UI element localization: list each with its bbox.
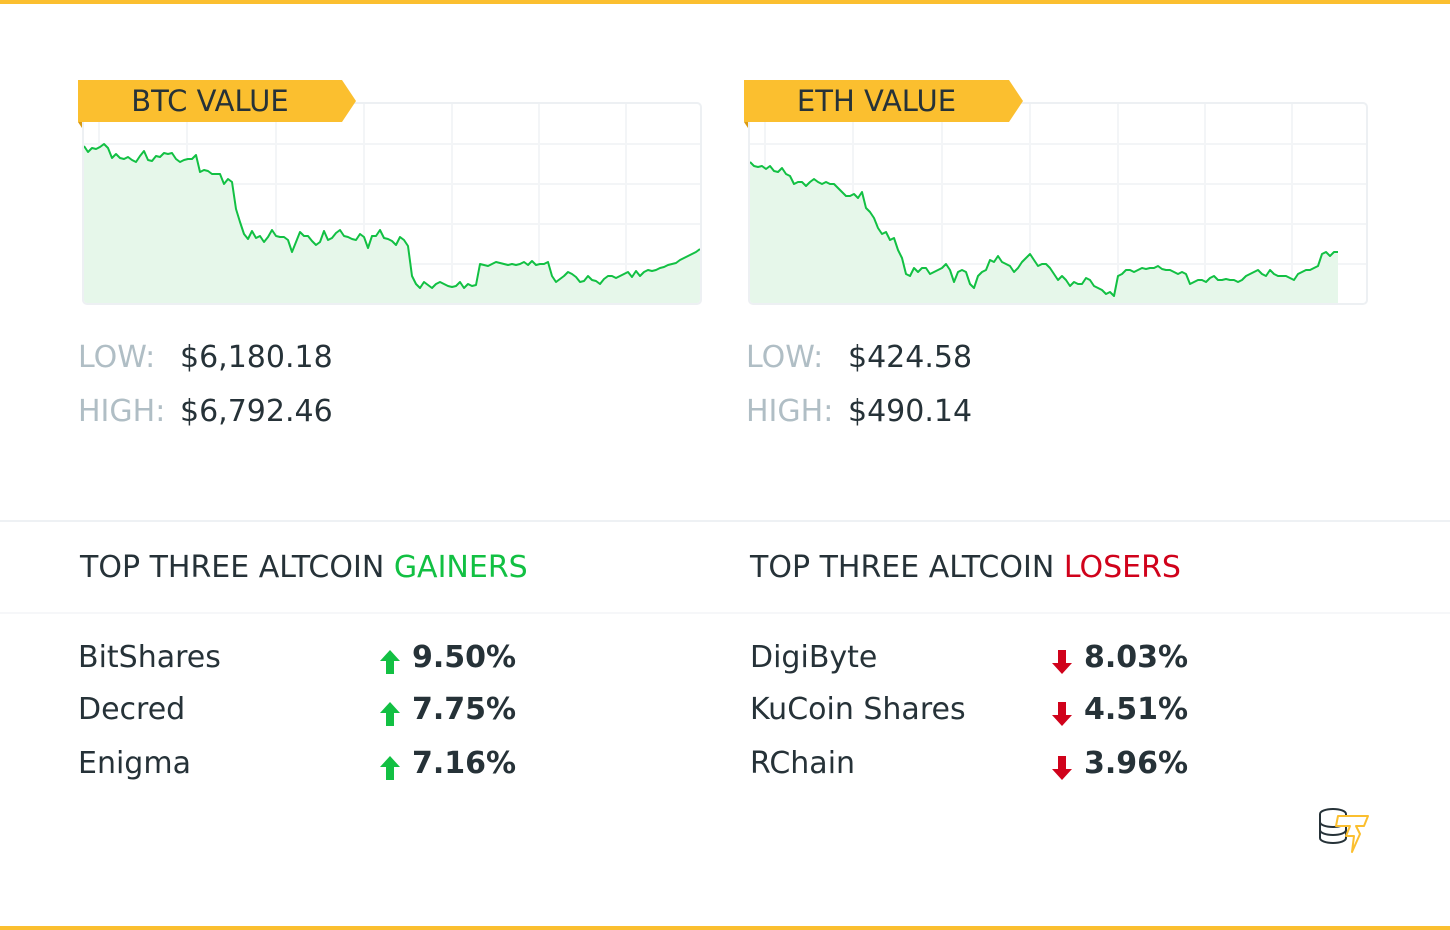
coin-name: DigiByte xyxy=(750,640,878,675)
ribbon-fold xyxy=(78,122,82,128)
eth-high-value: $490.14 xyxy=(848,394,973,429)
list-item: BitShares 9.50% xyxy=(78,640,578,690)
btc-high-row: HIGH: $6,792.46 xyxy=(78,394,333,429)
coin-name: Enigma xyxy=(78,746,191,781)
arrow-up-icon xyxy=(380,650,400,674)
btc-title: BTC VALUE xyxy=(131,84,289,118)
btc-chart xyxy=(82,102,702,305)
coin-name: BitShares xyxy=(78,640,221,675)
arrow-up-icon xyxy=(380,756,400,780)
bottom-accent-bar xyxy=(0,926,1450,930)
eth-chart-card: ETH VALUE xyxy=(744,80,1369,310)
coin-name: RChain xyxy=(750,746,856,781)
arrow-down-icon xyxy=(1052,702,1072,726)
section-divider xyxy=(0,520,1450,522)
list-item: Decred 7.75% xyxy=(78,692,578,742)
eth-area-chart xyxy=(750,104,1366,303)
coin-change: 3.96% xyxy=(1084,746,1189,781)
eth-chart xyxy=(748,102,1368,305)
heading-divider xyxy=(0,612,1450,614)
coin-change: 8.03% xyxy=(1084,640,1189,675)
arrow-up-icon xyxy=(380,702,400,726)
eth-low-value: $424.58 xyxy=(848,340,973,375)
top-accent-bar xyxy=(0,0,1450,4)
eth-low-row: LOW: $424.58 xyxy=(746,340,972,375)
losers-heading-prefix: TOP THREE ALTCOIN xyxy=(750,550,1055,585)
list-item: DigiByte 8.03% xyxy=(750,640,1250,690)
btc-high-value: $6,792.46 xyxy=(180,394,333,429)
coin-change: 7.75% xyxy=(412,692,517,727)
gainers-heading-prefix: TOP THREE ALTCOIN xyxy=(80,550,385,585)
coin-name: KuCoin Shares xyxy=(750,692,966,727)
losers-heading-highlight: LOSERS xyxy=(1063,550,1181,585)
btc-chart-card: BTC VALUE xyxy=(78,80,703,310)
list-item: RChain 3.96% xyxy=(750,746,1250,796)
arrow-down-icon xyxy=(1052,650,1072,674)
list-item: Enigma 7.16% xyxy=(78,746,578,796)
eth-low-label: LOW: xyxy=(746,340,824,375)
gainers-heading-highlight: GAINERS xyxy=(393,550,528,585)
losers-heading: TOP THREE ALTCOIN LOSERS xyxy=(750,550,1181,585)
btc-high-label: HIGH: xyxy=(78,394,166,429)
btc-low-label: LOW: xyxy=(78,340,156,375)
eth-title: ETH VALUE xyxy=(796,84,957,118)
btc-area-chart xyxy=(84,104,700,303)
coin-change: 4.51% xyxy=(1084,692,1189,727)
eth-title-ribbon: ETH VALUE xyxy=(744,80,1023,122)
coin-change: 9.50% xyxy=(412,640,517,675)
ribbon-fold xyxy=(744,122,748,128)
btc-low-value: $6,180.18 xyxy=(180,340,333,375)
gainers-heading: TOP THREE ALTCOIN GAINERS xyxy=(80,550,528,585)
coins-lightning-logo-icon xyxy=(1319,808,1369,853)
arrow-down-icon xyxy=(1052,756,1072,780)
list-item: KuCoin Shares 4.51% xyxy=(750,692,1250,742)
btc-title-ribbon: BTC VALUE xyxy=(78,80,356,122)
coin-name: Decred xyxy=(78,692,186,727)
coin-change: 7.16% xyxy=(412,746,517,781)
btc-low-row: LOW: $6,180.18 xyxy=(78,340,333,375)
eth-high-label: HIGH: xyxy=(746,394,834,429)
eth-high-row: HIGH: $490.14 xyxy=(746,394,972,429)
